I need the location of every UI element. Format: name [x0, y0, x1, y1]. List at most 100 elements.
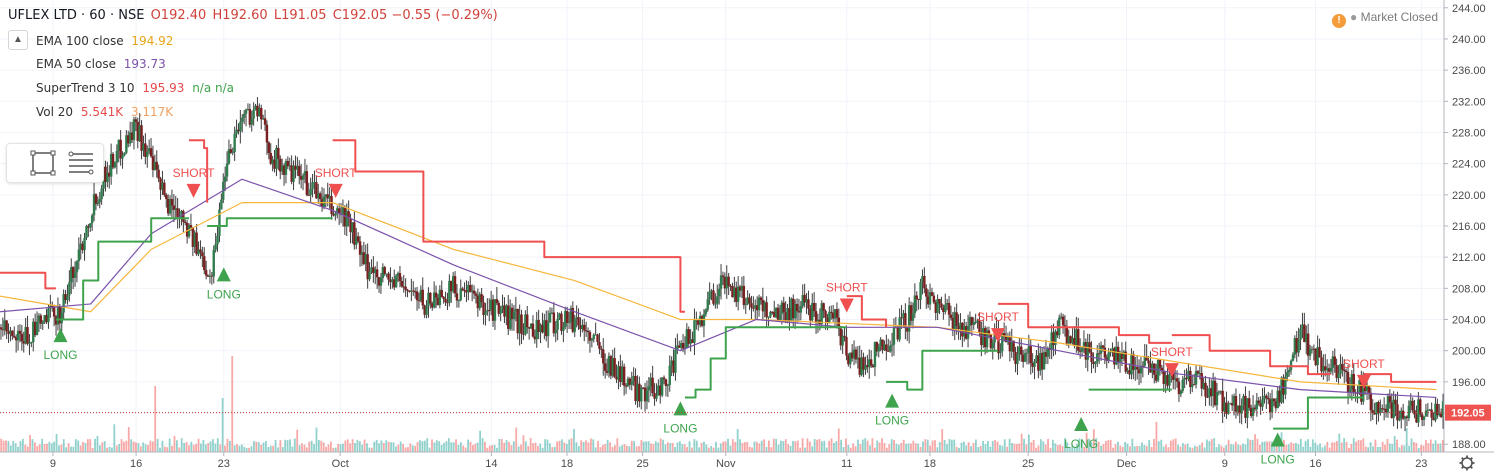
volume-bar: [1189, 447, 1191, 452]
candle-body: [1259, 403, 1262, 407]
candle-body: [1255, 400, 1259, 410]
candle-body: [763, 302, 766, 312]
symbol-label[interactable]: UFLEX LTD · 60 · NSE: [8, 8, 145, 23]
candle-body: [292, 165, 295, 182]
volume-bar: [662, 439, 664, 452]
candle-body: [562, 326, 565, 331]
candle-body: [14, 337, 18, 341]
volume-bar: [14, 443, 17, 452]
candle-body: [383, 267, 386, 274]
volume-bar: [789, 445, 792, 452]
candle-body: [1018, 346, 1021, 355]
volume-bar: [1400, 445, 1403, 452]
volume-bar: [532, 443, 534, 452]
candle-body: [1033, 361, 1036, 367]
indicator-supertrend[interactable]: SuperTrend 3 10 195.93 n/a n/a: [36, 81, 234, 95]
rectangle-tool-icon[interactable]: [30, 150, 56, 176]
candle-body: [307, 194, 310, 196]
candle-body: [174, 208, 177, 210]
candle-body: [212, 249, 215, 277]
candle-body: [1420, 414, 1424, 420]
volume-bar: [197, 438, 200, 452]
candle-body: [505, 305, 508, 317]
volume-bar: [869, 445, 871, 452]
candle-body: [1204, 382, 1207, 397]
candle-body: [9, 330, 12, 334]
fib-retracement-tool-icon[interactable]: [68, 151, 94, 175]
candle-body: [584, 330, 588, 332]
volume-bar: [936, 447, 939, 452]
candle-body: [831, 312, 835, 319]
volume-series: [0, 356, 1444, 452]
settings-gear-icon[interactable]: [1459, 455, 1475, 471]
candle-body: [90, 215, 94, 224]
volume-bar: [1369, 442, 1372, 452]
candle-body: [436, 297, 440, 305]
candle-body: [37, 315, 41, 322]
candle-body: [434, 292, 438, 298]
volume-bar: [200, 443, 202, 452]
legend-collapse-button[interactable]: ▲: [8, 30, 28, 50]
volume-bar: [236, 444, 238, 452]
volume-bar: [491, 445, 494, 452]
volume-bar: [515, 427, 518, 452]
candle-body: [945, 302, 949, 305]
candle-body: [1215, 392, 1219, 406]
candle-body: [372, 267, 375, 274]
candle-body: [231, 151, 234, 153]
volume-bar: [1210, 439, 1213, 452]
volume-bar: [845, 438, 847, 452]
volume-bar: [387, 441, 390, 452]
candle-body: [501, 305, 504, 310]
volume-bar: [500, 439, 503, 452]
candle-body: [1115, 346, 1118, 365]
volume-bar: [130, 439, 133, 452]
candle-body: [653, 393, 656, 399]
volume-bar: [320, 440, 323, 452]
volume-bar: [1124, 442, 1127, 452]
candle-body: [419, 289, 423, 301]
volume-bar: [361, 444, 364, 452]
candle-body: [1371, 410, 1374, 413]
market-status[interactable]: ! ● Market Closed: [1332, 10, 1438, 28]
volume-bar: [284, 439, 287, 452]
candle-body: [657, 385, 660, 396]
volume-bar: [520, 444, 522, 452]
candle-body: [773, 311, 776, 318]
candle-body: [1400, 410, 1403, 419]
supertrend-down-line: [0, 271, 56, 290]
volume-bar: [123, 441, 125, 452]
candle-body: [524, 314, 527, 335]
volume-bar: [289, 439, 291, 452]
indicator-volume[interactable]: Vol 20 5.541K 3.117K: [36, 105, 173, 119]
volume-bar: [630, 440, 633, 452]
candle-body: [482, 302, 485, 315]
volume-bar: [363, 439, 366, 452]
time-tick-label: 16: [130, 458, 142, 470]
volume-bar: [163, 446, 166, 452]
indicator-value-2: n/a n/a: [192, 81, 235, 95]
candle-body: [41, 321, 44, 324]
volume-bar: [1405, 428, 1408, 452]
supertrend-down-line: [1363, 373, 1437, 383]
indicator-ema100[interactable]: EMA 100 close 194.92: [36, 34, 173, 48]
candle-body: [1124, 351, 1127, 372]
volume-bar: [671, 443, 674, 452]
volume-bar: [787, 444, 790, 452]
time-tick-label: Dec: [1117, 458, 1137, 470]
volume-bar: [777, 444, 780, 452]
volume-bar: [1032, 440, 1035, 452]
candle-body: [493, 299, 497, 321]
candle-body: [906, 328, 909, 332]
indicator-ema50[interactable]: EMA 50 close 193.73: [36, 57, 166, 71]
volume-bar: [1314, 442, 1317, 452]
volume-bar: [893, 439, 895, 452]
volume-bar: [633, 441, 636, 452]
volume-bar: [842, 447, 845, 452]
volume-bar: [529, 438, 532, 452]
candle-body: [417, 300, 421, 302]
volume-bar: [977, 446, 980, 452]
candle-body: [518, 314, 521, 334]
candle-body: [1316, 347, 1319, 366]
